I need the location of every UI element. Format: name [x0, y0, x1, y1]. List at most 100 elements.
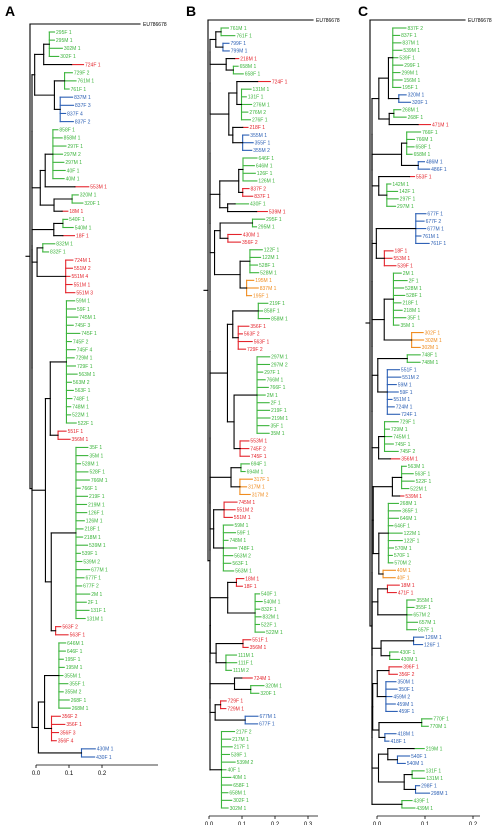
leaf-label: 658M 1 [240, 64, 257, 70]
leaf-label: 522F 1 [416, 479, 432, 485]
leaf-label: 126F 1 [88, 510, 104, 516]
leaf-label: 748M 1 [230, 538, 247, 544]
leaf-label: 563F 1 [75, 388, 91, 394]
leaf-label: 837M 1 [402, 41, 419, 47]
leaf-label: 111F 1 [238, 661, 253, 667]
leaf-label: 317M 2 [252, 492, 269, 498]
leaf-label: 320F 1 [84, 201, 100, 207]
leaf-label: 320M 1 [265, 683, 282, 689]
leaf-label: 131M 1 [426, 776, 443, 782]
leaf-label: 729M 1 [227, 706, 244, 712]
leaf-label: 522F 1 [261, 622, 277, 628]
leaf-label: 35F 1 [270, 423, 283, 429]
leaf-label: 276M 2 [249, 110, 266, 116]
leaf-label: 299M 1 [401, 70, 418, 76]
root-label: EU786678 [468, 18, 492, 24]
leaf-label: 858M 1 [64, 136, 81, 142]
leaf-label: 748F 1 [238, 546, 254, 552]
leaf-label: 766F 1 [422, 130, 438, 136]
leaf-label: 553F 1 [416, 174, 432, 180]
leaf-label: 729F 1 [228, 699, 244, 705]
clade-green: 59M 1 59F 1 745M 1 745F 3 745F 1 745F 2 745F 4… [65, 299, 97, 427]
leaf-label: 320M 1 [80, 193, 97, 199]
leaf-label: 219F 1 [271, 408, 287, 414]
leaf-label: 131F 1 [91, 608, 107, 614]
leaf-label: 528M 1 [405, 286, 422, 292]
leaf-label: 563M 2 [73, 380, 90, 386]
leaf-label: 570F 1 [394, 553, 410, 559]
leaf-label: 677F 1 [427, 212, 443, 218]
leaf-label: 195F 1 [402, 85, 418, 91]
leaf-label: 355M 1 [417, 598, 434, 604]
leaf-label: 563F 1 [232, 561, 248, 567]
leaf-label: 563F 2 [244, 332, 260, 338]
leaf-label: 295F 1 [56, 30, 72, 36]
leaf-label: 35F 1 [407, 316, 420, 322]
clade-red: 356M 1 [389, 457, 418, 463]
leaf-label: 799F 1 [230, 41, 246, 47]
leaf-label: 766F 1 [82, 486, 98, 492]
leaf-label: 302M 1 [230, 806, 247, 812]
leaf-label: 356F 2 [399, 672, 415, 678]
leaf-label: 563F 1 [415, 472, 431, 478]
clade-green: 295F 1 295M 1 302M 1 302F 1 [48, 30, 81, 60]
axis-tick-label: 0.1 [65, 771, 74, 777]
clade-blue: 837M 1 837F 3 837F 4 837F 2 [59, 95, 91, 125]
leaf-label: 142F 1 [399, 189, 415, 195]
leaf-label: 356F 2 [242, 240, 258, 246]
clade-red: 539M 1 [256, 209, 286, 215]
clade-red: 18M 1 18F 1 [235, 576, 259, 590]
leaf-label: 539M 2 [83, 559, 100, 565]
leaf-label: 761M 1 [230, 26, 247, 32]
leaf-label: 646M 1 [400, 516, 417, 522]
leaf-label: 724M 1 [74, 258, 91, 264]
leaf-label: 356F 3 [60, 730, 76, 736]
leaf-label: 528M 1 [260, 271, 277, 277]
leaf-label: 745F 2 [73, 339, 89, 345]
leaf-label: 646F 1 [394, 524, 410, 530]
leaf-label: 745F 1 [81, 331, 97, 337]
leaf-label: 268M 1 [402, 108, 419, 114]
leaf-label: 355F 1 [416, 605, 432, 611]
leaf-label: 539M 1 [269, 209, 286, 215]
leaf-label: 355M 2 [253, 148, 270, 154]
leaf-label: 35M 1 [89, 453, 103, 459]
leaf-label: 745M 1 [239, 500, 256, 506]
clade-red: 724F 1 [71, 62, 101, 68]
leaf-label: 2M 1 [91, 592, 102, 598]
leaf-label: 553M 1 [250, 439, 267, 445]
leaf-label: 18M 1 [401, 583, 415, 589]
leaf-label: 356M 1 [250, 645, 267, 651]
leaf-label: 551F 1 [401, 368, 417, 374]
clade-green: 858F 1 858M 1 297F 1 297M 2 297M 1 40F 1 40M 1 [52, 128, 83, 182]
leaf-label: 677F 2 [83, 584, 99, 590]
leaf-label: 297M 1 [397, 204, 414, 210]
axis-tick-label: 0.1 [238, 822, 247, 825]
leaf-label: 302M 1 [64, 46, 81, 52]
leaf-label: 122M 1 [262, 255, 279, 261]
leaf-label: 540F 1 [261, 592, 277, 598]
leaf-label: 837F 1 [401, 33, 417, 39]
leaf-label: 430F 1 [96, 755, 112, 761]
leaf-label: 459M 1 [397, 702, 414, 708]
leaf-label: 131F 1 [248, 95, 264, 101]
clade-green: 35F 1 35M 1 528M 1 528F 1 766M 1 766F 1 219F 1… [75, 445, 108, 622]
leaf-label: 59F 1 [77, 307, 90, 313]
clade-red: 18F 1 [62, 233, 89, 239]
leaf-label: 430M 1 [97, 747, 114, 753]
leaf-label: 658F 1 [245, 72, 261, 78]
leaf-label: 218F 1 [249, 125, 265, 131]
leaf-label: 551M 2 [237, 508, 254, 514]
leaf-label: 126M 1 [86, 519, 103, 525]
leaf-label: 658F 1 [233, 783, 249, 789]
leaf-label: 766M 1 [416, 137, 433, 143]
leaf-label: 471M 1 [432, 122, 449, 128]
